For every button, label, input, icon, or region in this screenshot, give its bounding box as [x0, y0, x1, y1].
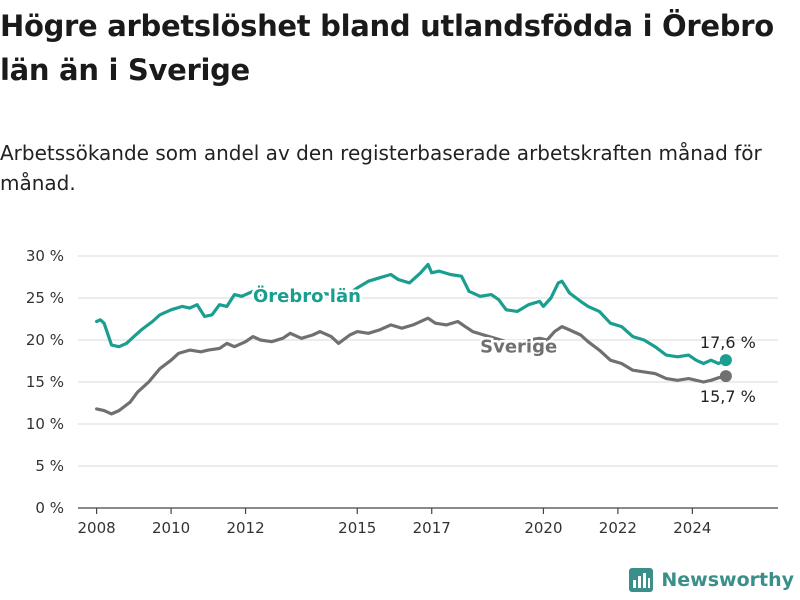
- series-end-label-1: 15,7 %: [700, 387, 756, 406]
- series-lines: [95, 262, 732, 416]
- y-axis-ticks: 0 % 5 % 10 % 15 % 20 % 25 % 30 %: [26, 247, 64, 517]
- y-tick-label: 30 %: [26, 247, 64, 265]
- newsworthy-brand: Newsworthy: [629, 568, 794, 592]
- x-tick-label: 2015: [338, 519, 376, 537]
- x-tick-label: 2020: [524, 519, 562, 537]
- x-tick-label: 2017: [413, 519, 451, 537]
- series-line-1: [95, 316, 728, 416]
- x-axis: 2008 2010 2012 2015 2017 2020 2022 2024: [78, 507, 778, 537]
- y-tick-label: 10 %: [26, 415, 64, 433]
- chart-title: Högre arbetslöshet bland utlandsfödda i …: [0, 9, 774, 87]
- series-label-0: Örebro län: [253, 285, 361, 307]
- x-tick-label: 2008: [78, 519, 116, 537]
- brand-name: Newsworthy: [661, 569, 794, 591]
- x-tick-label: 2024: [673, 519, 711, 537]
- y-tick-label: 5 %: [35, 457, 64, 475]
- grid-lines: [78, 255, 778, 467]
- y-tick-label: 20 %: [26, 331, 64, 349]
- y-tick-label: 25 %: [26, 289, 64, 307]
- chart-subtitle: Arbetssökande som andel av den registerb…: [0, 141, 762, 195]
- newsworthy-logo-icon: [629, 568, 654, 592]
- x-tick-label: 2012: [226, 519, 264, 537]
- y-tick-label: 15 %: [26, 373, 64, 391]
- series-end-dot-0: [719, 354, 732, 367]
- series-line-0: [95, 262, 728, 366]
- series-end-label-0: 17,6 %: [700, 333, 756, 352]
- series-end-dot-1: [719, 370, 732, 383]
- series-labels: Örebro län 17,6 % Sverige 15,7 %: [251, 283, 756, 406]
- series-label-1: Sverige: [480, 337, 557, 358]
- x-tick-label: 2022: [599, 519, 637, 537]
- y-tick-label: 0 %: [35, 499, 64, 517]
- x-tick-label: 2010: [152, 519, 190, 537]
